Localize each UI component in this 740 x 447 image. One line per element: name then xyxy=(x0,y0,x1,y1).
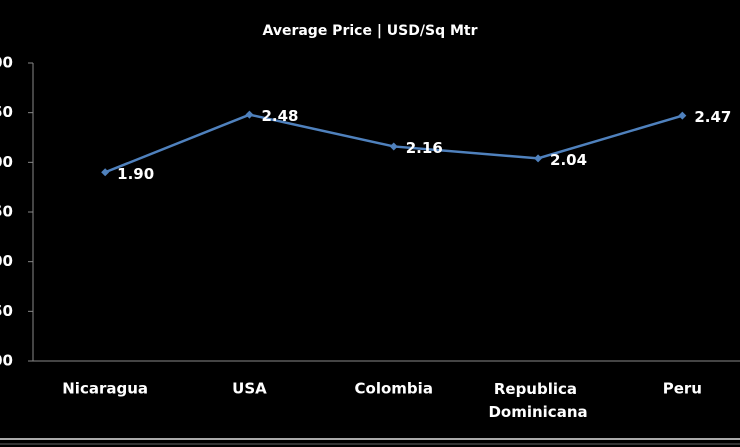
point-marker xyxy=(245,110,254,119)
y-tick-label: 2.00 xyxy=(0,153,13,171)
x-tick-label: Colombia xyxy=(355,380,433,398)
point-marker xyxy=(101,168,110,177)
y-tick-label: 2.50 xyxy=(0,103,13,121)
x-tick-label: Nicaragua xyxy=(62,380,148,398)
y-tick-label: 1.50 xyxy=(0,203,13,221)
data-label: 1.90 xyxy=(117,165,154,183)
data-label: 2.16 xyxy=(406,139,443,157)
y-tick-label: 0.50 xyxy=(0,302,13,320)
x-tick-label: Peru xyxy=(663,380,702,398)
x-tick-label: USA xyxy=(232,380,267,398)
chart-title: Average Price | USD/Sq Mtr xyxy=(262,23,477,39)
y-tick-label: 1.00 xyxy=(0,252,13,270)
data-label: 2.47 xyxy=(694,108,731,126)
data-label: 2.48 xyxy=(261,107,298,125)
point-marker xyxy=(678,111,687,120)
y-tick-label: 3.00 xyxy=(0,54,13,72)
point-marker xyxy=(534,154,543,163)
x-tick-label: Republica Dominicana xyxy=(488,380,587,421)
point-marker xyxy=(389,142,398,151)
data-label: 2.04 xyxy=(550,151,587,169)
y-tick-label: 0.00 xyxy=(0,352,13,370)
